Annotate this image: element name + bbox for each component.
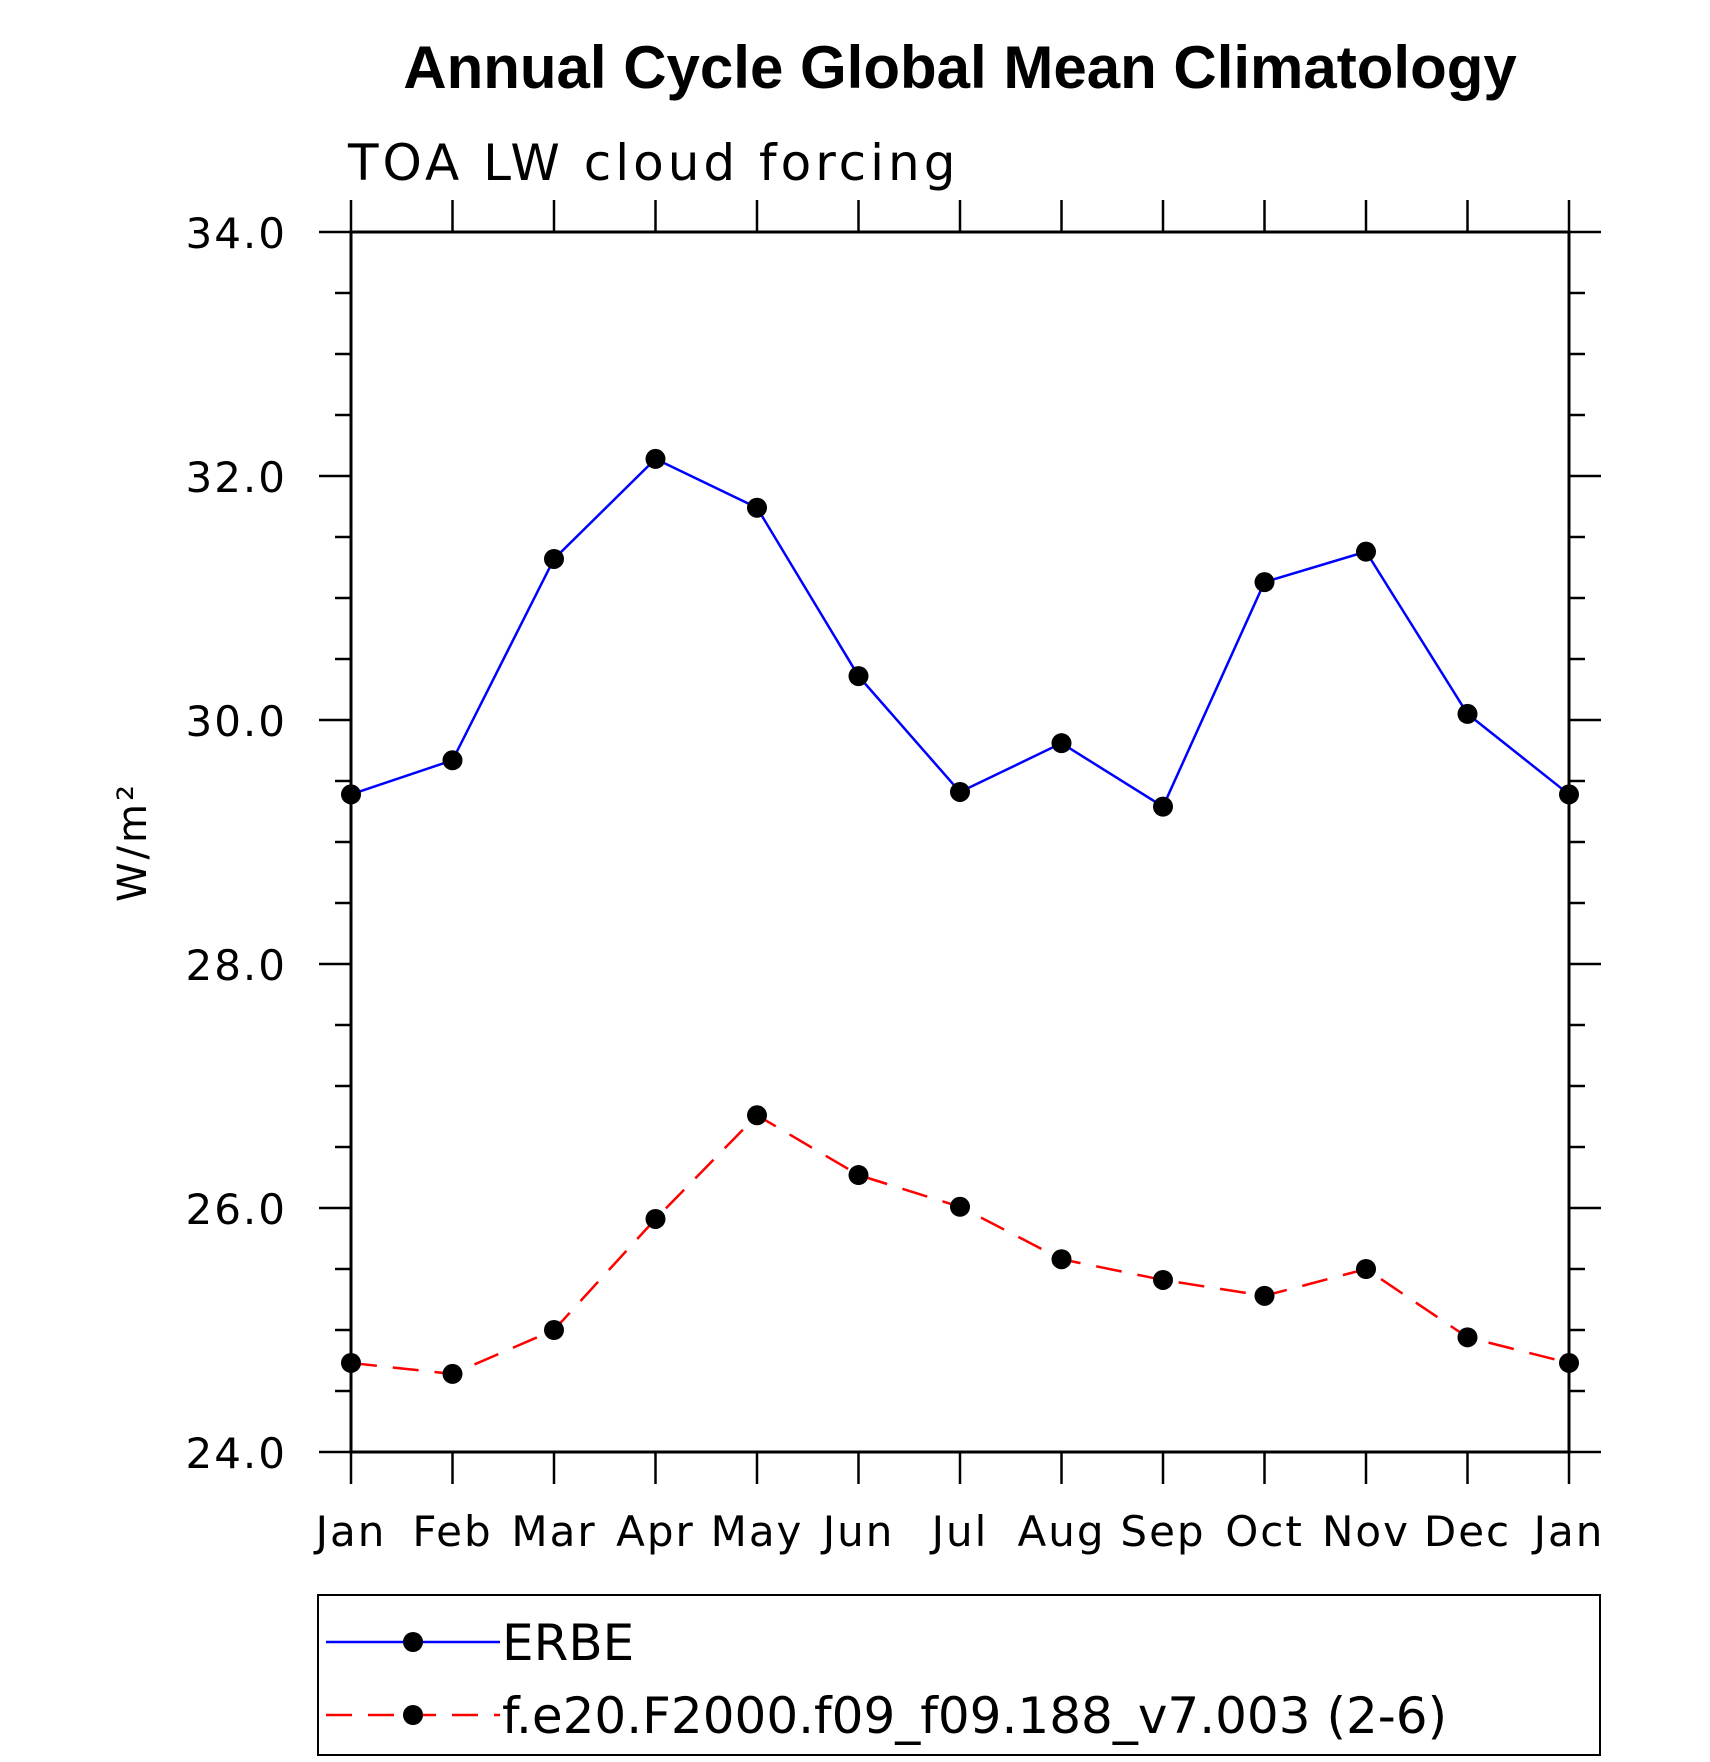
x-tick-label: Jul (929, 1507, 989, 1556)
data-point (1559, 784, 1579, 805)
y-tick-label: 32.0 (185, 453, 287, 502)
x-tick-label: Dec (1424, 1507, 1511, 1556)
legend-box (317, 1594, 1601, 1756)
chart-subtitle: TOA LW cloud forcing (347, 134, 959, 192)
series-markers (341, 448, 1579, 1384)
data-point (1153, 796, 1173, 817)
data-point (1051, 1249, 1072, 1270)
data-point (341, 784, 361, 805)
series-lines (350, 457, 1570, 1376)
data-point (544, 1320, 564, 1340)
series-line-2 (350, 1113, 1570, 1376)
data-point (1254, 1285, 1275, 1306)
legend: ERBE f.e20.F2000.f09_f09.188_v7.003 (2-6) (326, 1614, 1447, 1745)
y-tick-label: 26.0 (185, 1185, 287, 1234)
x-tick-label: May (711, 1507, 804, 1556)
data-point (442, 750, 463, 771)
x-axis-ticks (349, 200, 1571, 1484)
data-point (442, 1363, 463, 1384)
x-tick-label: Aug (1017, 1507, 1105, 1556)
y-axis-tick-labels: 24.0 26.0 28.0 30.0 32.0 34.0 (185, 209, 287, 1478)
data-point (1457, 1327, 1478, 1348)
data-point (1457, 703, 1478, 724)
series-line-1 (350, 457, 1570, 809)
data-point (848, 1165, 869, 1186)
y-axis-label: W/m² (110, 782, 156, 902)
data-point (950, 1196, 970, 1217)
data-point (1153, 1269, 1173, 1290)
y-tick-label: 30.0 (185, 697, 287, 746)
x-tick-label: Feb (412, 1507, 492, 1556)
data-point (341, 1352, 361, 1373)
legend-label: f.e20.F2000.f09_f09.188_v7.003 (2-6) (502, 1687, 1447, 1745)
chart-title: Annual Cycle Global Mean Climatology (403, 34, 1517, 101)
x-tick-label: Jan (1531, 1507, 1605, 1556)
data-point (1254, 572, 1275, 593)
legend-marker (403, 1632, 423, 1652)
x-tick-label: Jan (313, 1507, 387, 1556)
plot-frame (349, 230, 1571, 1454)
data-point (645, 448, 666, 469)
data-point (747, 497, 767, 518)
data-point (747, 1105, 767, 1126)
data-point (950, 781, 970, 802)
x-axis-tick-labels: Jan Feb Mar Apr May Jun Jul Aug Sep Oct Nov Dec Jan (313, 1507, 1605, 1556)
data-point (544, 548, 564, 569)
legend-label: ERBE (502, 1614, 634, 1672)
data-point (1356, 1259, 1376, 1279)
legend-marker (403, 1705, 423, 1725)
y-tick-label: 24.0 (185, 1429, 287, 1478)
data-point (848, 666, 869, 687)
x-tick-label: Nov (1322, 1507, 1410, 1556)
x-tick-label: Mar (511, 1507, 596, 1556)
x-tick-label: Jun (820, 1507, 895, 1556)
x-tick-label: Oct (1225, 1507, 1304, 1556)
y-axis-ticks (319, 230, 1601, 1454)
y-tick-label: 28.0 (185, 941, 287, 990)
data-point (645, 1208, 666, 1229)
x-tick-label: Apr (616, 1507, 695, 1556)
x-tick-label: Sep (1120, 1507, 1205, 1556)
y-tick-label: 34.0 (185, 209, 287, 258)
data-point (1051, 733, 1072, 754)
data-point (1356, 541, 1376, 562)
data-point (1559, 1352, 1579, 1373)
